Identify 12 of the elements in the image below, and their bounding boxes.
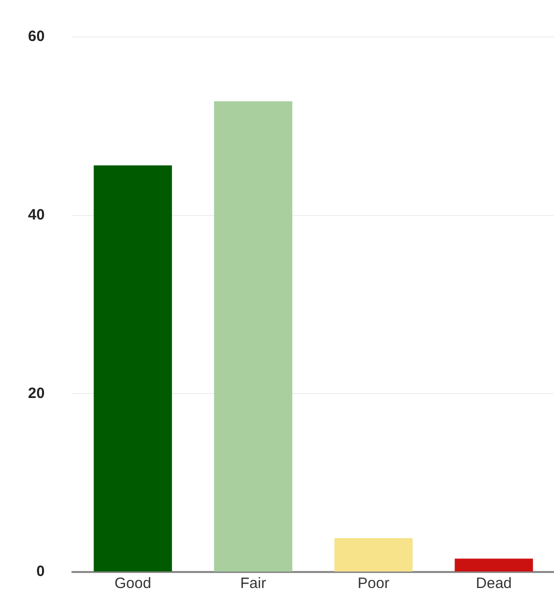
y-tick-label: 20 [28,384,45,402]
y-tick-label: 40 [28,206,45,224]
bar [454,558,533,572]
bar [94,165,172,572]
x-tick-label: Fair [240,575,266,592]
x-tick-label: Dead [476,575,512,592]
bar [334,538,413,572]
x-tick-label: Poor [358,575,390,592]
y-tick-label: 60 [28,28,45,46]
y-tick-label: 0 [36,563,45,580]
x-tick-label: Good [114,575,152,592]
bar [214,101,292,572]
